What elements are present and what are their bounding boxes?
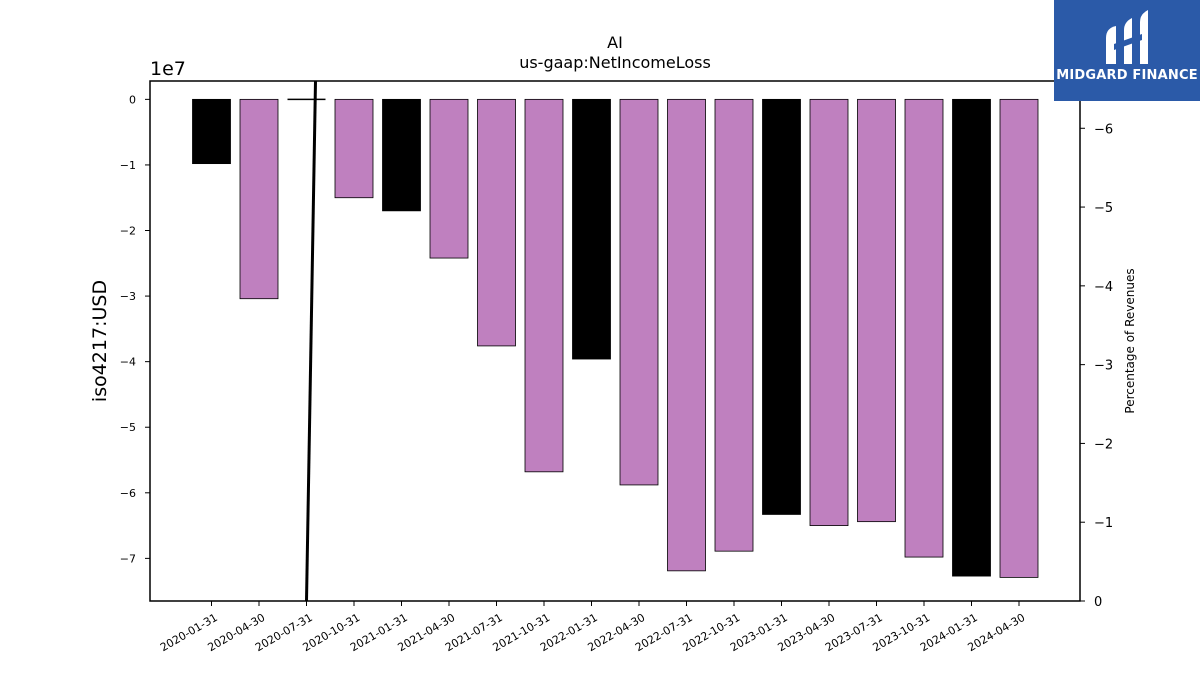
y-tick-label: −3 bbox=[120, 290, 136, 303]
y-tick-label: −2 bbox=[120, 225, 136, 238]
y-tick-label: −4 bbox=[120, 356, 136, 369]
bar bbox=[762, 98, 801, 515]
y-tick-label: −5 bbox=[120, 421, 136, 434]
bar bbox=[904, 98, 944, 558]
bar bbox=[667, 98, 706, 572]
chart-title: AI bbox=[607, 33, 623, 52]
y-axis-label: iso4217:USD bbox=[89, 280, 111, 402]
bar bbox=[429, 98, 469, 259]
y2-tick-label: −4 bbox=[1094, 280, 1113, 295]
bar bbox=[572, 98, 611, 360]
bar bbox=[952, 98, 991, 577]
chart-subtitle: us-gaap:NetIncomeLoss bbox=[519, 53, 711, 72]
bar bbox=[999, 98, 1039, 578]
y-tick-label: −1 bbox=[120, 159, 136, 172]
y-offset-label: 1e7 bbox=[150, 58, 186, 80]
y-tick-label: −7 bbox=[120, 552, 136, 565]
y2-axis-label: Percentage of Revenues bbox=[1123, 268, 1137, 413]
logo-text: MIDGARD FINANCE bbox=[1056, 68, 1198, 83]
bar bbox=[809, 98, 849, 526]
logo-mark-icon bbox=[1106, 10, 1148, 64]
bar bbox=[192, 98, 231, 165]
brand-logo: MIDGARD FINANCE bbox=[1054, 0, 1200, 101]
y2-tick-label: −3 bbox=[1094, 359, 1113, 374]
bar bbox=[477, 98, 516, 347]
bar bbox=[239, 98, 279, 300]
line-layer bbox=[305, 80, 317, 602]
y2-tick-label: −2 bbox=[1094, 437, 1113, 452]
bars-layer bbox=[192, 98, 1039, 578]
plot-frame bbox=[149, 80, 1081, 602]
bar bbox=[524, 98, 564, 473]
bar bbox=[857, 98, 896, 523]
y2-tick-label: −1 bbox=[1094, 516, 1113, 531]
y2-tick-label: −6 bbox=[1094, 122, 1113, 137]
y2-tick-label: 0 bbox=[1094, 595, 1102, 610]
bar bbox=[382, 98, 421, 212]
bar bbox=[714, 98, 754, 552]
percentage-line bbox=[305, 80, 317, 602]
y2-tick-label: −5 bbox=[1094, 201, 1113, 216]
bar bbox=[619, 98, 659, 486]
y-tick-label: −6 bbox=[120, 487, 136, 500]
y-tick-label: 0 bbox=[129, 93, 136, 106]
bar bbox=[334, 98, 374, 199]
